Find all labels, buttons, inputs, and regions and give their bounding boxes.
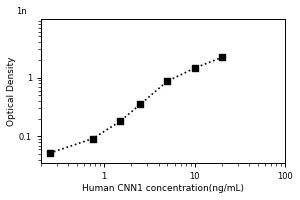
Point — [118, 120, 122, 123]
Point — [138, 103, 142, 106]
Point — [90, 137, 95, 140]
Point — [47, 152, 52, 155]
Text: 1n: 1n — [16, 7, 26, 16]
Point — [220, 56, 224, 59]
X-axis label: Human CNN1 concentration(ng/mL): Human CNN1 concentration(ng/mL) — [82, 184, 244, 193]
Point — [165, 80, 170, 83]
Y-axis label: Optical Density: Optical Density — [7, 56, 16, 126]
Point — [192, 66, 197, 70]
